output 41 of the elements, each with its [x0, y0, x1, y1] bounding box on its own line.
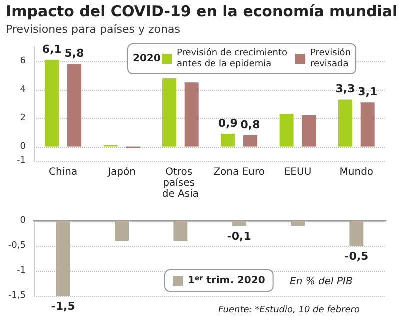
x-tick-label: China	[49, 167, 78, 178]
chart-title: Impacto del COVID-19 en la economía mundial	[6, 2, 398, 20]
y-tick-label: -0,5	[8, 241, 26, 251]
bar	[184, 82, 199, 147]
y-tick-label: -1,5	[8, 291, 26, 301]
bar	[280, 114, 294, 147]
y-tick-label: 6	[20, 56, 26, 66]
bar	[338, 100, 352, 147]
bar	[45, 60, 60, 147]
data-label: 3,3	[336, 82, 356, 96]
data-label: 0,9	[218, 116, 238, 130]
data-label: -0,1	[227, 230, 252, 243]
chart-subtitle: Previsiones para países y zonas	[6, 23, 181, 36]
y-tick-label: -1	[17, 156, 26, 166]
data-label: -1,5	[51, 300, 76, 313]
x-tick-label: Japón	[107, 167, 136, 178]
data-label: 0,8	[240, 118, 260, 132]
x-tick-label: Zona Euro	[214, 167, 265, 178]
data-label: 3,1	[358, 86, 378, 99]
legend-label: Previsión revisada	[310, 48, 352, 70]
legend-label: Previsión de crecimiento antes de la epidemia	[177, 48, 288, 70]
x-tick-label: EEUU	[284, 167, 312, 178]
bar	[68, 64, 82, 147]
y-tick-label: 4	[20, 84, 26, 95]
y-tick-label: 0	[20, 142, 26, 152]
source-note: Fuente: *Estudio, 10 de febrero	[218, 306, 360, 316]
y-tick-label: 0	[20, 216, 26, 226]
bar	[302, 115, 316, 147]
y-tick-label: -1	[17, 266, 26, 276]
bar	[244, 135, 258, 147]
data-label: 6,1	[42, 42, 62, 56]
data-label: 5,8	[64, 47, 84, 60]
annotation: En % del PIB	[290, 276, 353, 288]
x-tick-label: Otros países de Asia	[162, 167, 199, 200]
data-label: -0,5	[344, 250, 369, 263]
bar	[162, 78, 176, 147]
x-tick-label: Mundo	[340, 167, 374, 178]
bar	[360, 102, 375, 147]
legend-title: 2020	[133, 54, 161, 64]
y-tick-label: 2	[20, 113, 26, 124]
bar	[221, 134, 236, 147]
